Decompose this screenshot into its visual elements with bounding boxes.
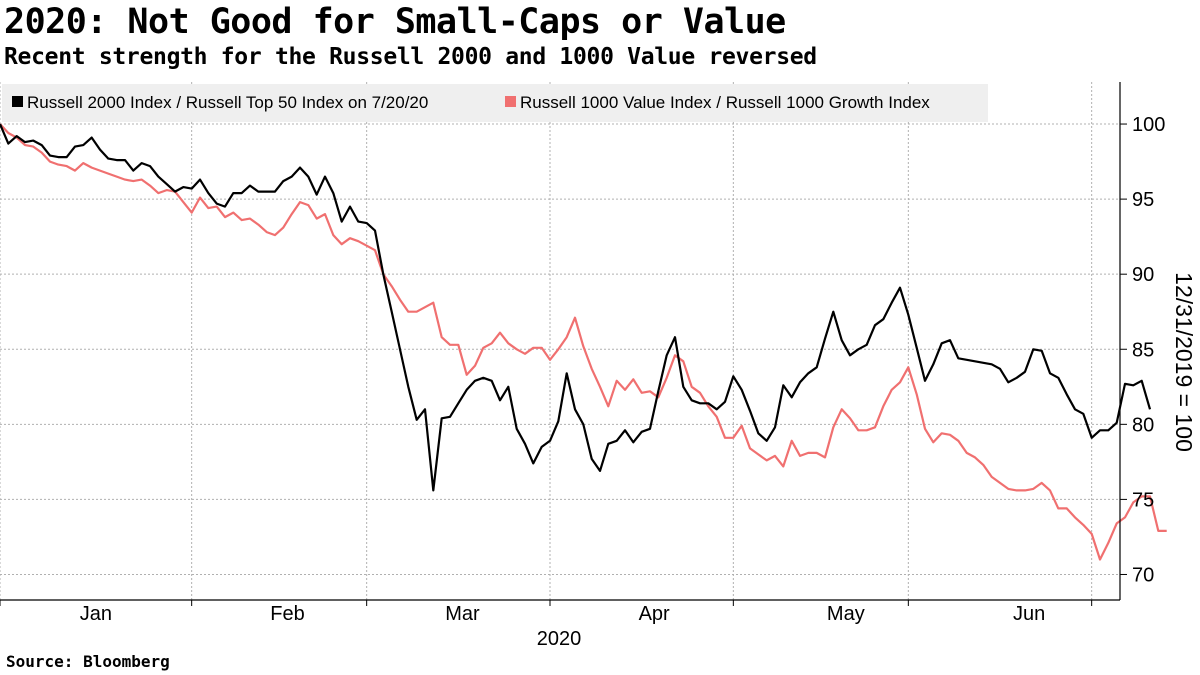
y-tick-label: 85 [1132,339,1154,361]
x-tick-label-may: May [827,603,865,625]
x-tick-label-mar: Mar [445,603,480,625]
series-line-1 [0,123,1152,492]
legend: Russell 2000 Index / Russell Top 50 Inde… [2,84,988,122]
y-tick-label: 70 [1132,564,1154,586]
gridlines [0,82,1120,600]
legend-label-series-2: Russell 1000 Value Index / Russell 1000 … [520,93,930,112]
x-tick-label-jan: Jan [80,603,112,625]
y-tick-label: 95 [1132,189,1154,211]
axes [0,82,1121,601]
y-ticks: 70 75 80 85 90 95 100 [1120,114,1165,586]
chart-subtitle: Recent strength for the Russell 2000 and… [4,44,817,70]
legend-background [2,84,988,122]
y-tick-label: 80 [1132,414,1154,436]
x-tick-label-jun: Jun [1013,603,1045,625]
legend-swatch-series-2 [505,96,516,107]
y-tick-label: 75 [1132,489,1154,511]
y-tick-label: 90 [1132,264,1154,286]
chart-title: 2020: Not Good for Small-Caps or Value [4,2,786,42]
x-tick-label-apr: Apr [639,603,670,625]
y-tick-label: 100 [1132,114,1165,136]
series-line-2 [0,123,1167,561]
x-ticks: JanFebMarAprMayJunJul [0,600,1200,625]
source-note: Source: Bloomberg [6,652,170,671]
legend-label-series-1: Russell 2000 Index / Russell Top 50 Inde… [27,93,428,112]
x-tick-label-feb: Feb [270,603,304,625]
y-axis-title: 12/31/2019 = 100 [1171,272,1197,452]
legend-swatch-series-1 [12,96,23,107]
year-label: 2020 [537,628,582,650]
series-lines [0,123,1167,561]
